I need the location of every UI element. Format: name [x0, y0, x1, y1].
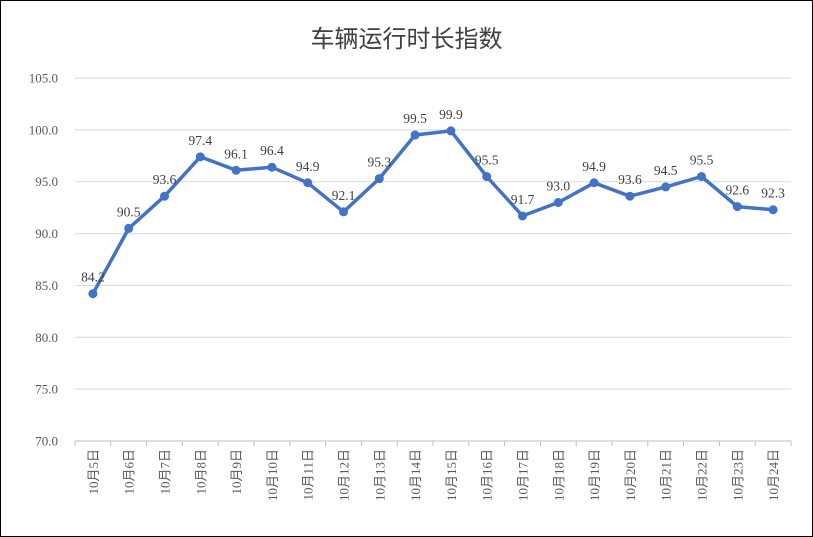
y-tick-label: 85.0 [35, 278, 58, 293]
data-label: 92.3 [761, 186, 785, 201]
series-line [91, 129, 775, 296]
data-label: 99.9 [439, 107, 463, 122]
data-label: 99.5 [403, 111, 427, 126]
data-label: 96.1 [224, 146, 248, 161]
data-label: 90.5 [117, 204, 141, 219]
x-tick-label: 10月10日 [265, 449, 280, 501]
data-label: 92.1 [332, 188, 356, 203]
data-label: 95.3 [367, 155, 391, 170]
data-point [160, 191, 169, 201]
data-point [267, 162, 277, 172]
chart-title: 车辆运行时长指数 [310, 25, 503, 53]
data-point [231, 165, 241, 175]
data-point [768, 205, 778, 215]
data-point [303, 178, 313, 188]
data-label: 97.4 [188, 133, 212, 148]
y-tick-label: 90.0 [35, 226, 58, 241]
data-label: 95.5 [475, 153, 499, 168]
data-point [195, 152, 205, 162]
x-tick-label: 10月23日 [730, 449, 745, 501]
x-tick-label: 10月16日 [480, 449, 495, 501]
data-point [625, 191, 635, 201]
data-label: 96.4 [260, 143, 284, 158]
x-tick-label: 10月12日 [337, 449, 352, 501]
x-tick-label: 10月24日 [766, 449, 781, 501]
data-point [446, 126, 456, 136]
data-point [553, 197, 563, 207]
y-tick-label: 100.0 [29, 122, 58, 137]
data-point [482, 172, 492, 182]
data-point [339, 207, 348, 217]
x-tick-label: 10月13日 [372, 449, 387, 501]
data-label: 93.6 [153, 172, 177, 187]
x-tick-label: 10月11日 [301, 449, 316, 501]
x-tick-label: 10月22日 [695, 449, 710, 501]
x-tick-label: 10月6日 [122, 449, 137, 495]
data-label: 84.2 [81, 270, 105, 285]
x-tick-label: 10月9日 [229, 449, 244, 495]
data-label: 94.5 [654, 163, 678, 178]
data-label: 95.5 [690, 153, 714, 168]
x-tick-label: 10月14日 [408, 449, 423, 501]
x-tick-label: 10月15日 [444, 449, 459, 501]
data-point [661, 182, 671, 192]
x-tick-label: 10月17日 [516, 449, 531, 501]
y-tick-label: 70.0 [35, 434, 58, 449]
y-tick-label: 105.0 [29, 71, 58, 86]
x-tick-label: 10月21日 [659, 449, 674, 501]
data-point [374, 174, 384, 184]
x-tick-label: 10月8日 [193, 449, 208, 495]
y-tick-label: 80.0 [35, 330, 58, 345]
data-point [732, 202, 742, 212]
x-tick-label: 10月18日 [551, 449, 566, 501]
data-label: 92.6 [725, 183, 749, 198]
y-tick-label: 75.0 [35, 382, 58, 397]
data-label: 94.9 [296, 159, 320, 174]
x-tick-label: 10月7日 [158, 449, 173, 495]
data-point [124, 223, 134, 233]
data-label: 91.7 [511, 192, 535, 207]
data-point [518, 211, 527, 221]
data-label: 93.6 [618, 172, 642, 187]
data-point [589, 178, 599, 188]
data-label: 93.0 [546, 178, 570, 193]
data-point [410, 130, 420, 140]
x-tick-label: 10月5日 [86, 449, 101, 495]
y-tick-label: 95.0 [35, 174, 58, 189]
x-tick-label: 10月19日 [587, 449, 602, 501]
data-point [88, 289, 98, 299]
x-tick-label: 10月20日 [623, 449, 638, 501]
data-label: 94.9 [582, 159, 606, 174]
data-point [697, 172, 706, 182]
